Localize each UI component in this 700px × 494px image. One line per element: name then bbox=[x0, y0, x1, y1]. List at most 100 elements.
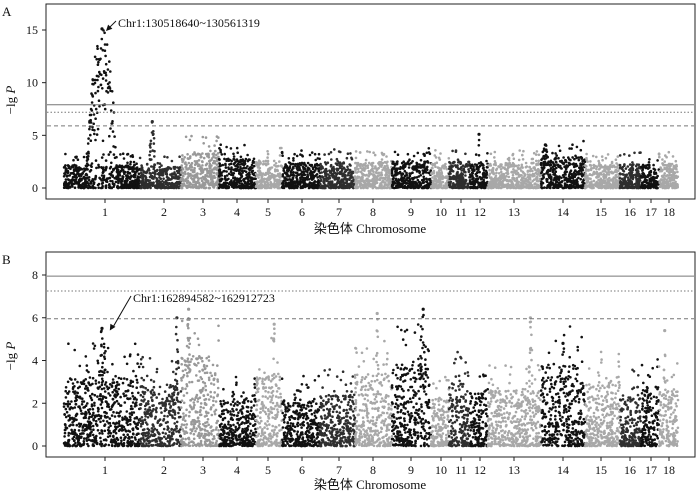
snp-point bbox=[108, 172, 111, 176]
snp-point bbox=[122, 170, 125, 174]
snp-point bbox=[323, 153, 326, 156]
snp-point bbox=[511, 185, 514, 188]
snp-point bbox=[145, 170, 148, 173]
snp-point bbox=[201, 135, 205, 139]
snp-point bbox=[66, 170, 70, 174]
snp-point bbox=[258, 160, 262, 163]
snp-point bbox=[508, 179, 512, 182]
snp-point bbox=[554, 174, 557, 177]
snp-point bbox=[464, 152, 467, 156]
snp-point bbox=[259, 186, 263, 190]
snp-point bbox=[219, 150, 222, 154]
snp-point bbox=[96, 183, 100, 187]
snp-point bbox=[229, 170, 233, 174]
snp-point bbox=[125, 180, 128, 183]
snp-point bbox=[222, 170, 225, 173]
snp-point bbox=[324, 174, 327, 178]
snp-point bbox=[358, 185, 362, 188]
snp-point bbox=[350, 174, 353, 177]
snp-point bbox=[171, 185, 175, 188]
snp-point bbox=[190, 176, 193, 180]
snp-point bbox=[342, 162, 346, 165]
snp-point bbox=[222, 182, 225, 186]
snp-point bbox=[79, 183, 82, 187]
snp-point bbox=[571, 156, 574, 159]
snp-point bbox=[564, 173, 567, 176]
snp-point bbox=[362, 166, 366, 170]
snp-point bbox=[614, 158, 618, 161]
snp-point bbox=[468, 173, 472, 176]
snp-point bbox=[88, 120, 91, 124]
snp-point bbox=[286, 183, 290, 187]
snp-point bbox=[359, 170, 363, 174]
snp-point bbox=[434, 149, 437, 152]
snp-point bbox=[244, 157, 248, 161]
snp-point bbox=[252, 164, 256, 168]
snp-point bbox=[104, 168, 107, 172]
snp-point bbox=[135, 169, 139, 173]
snp-point bbox=[218, 169, 222, 173]
snp-point bbox=[346, 185, 350, 189]
snp-point bbox=[564, 183, 568, 186]
snp-point bbox=[357, 170, 360, 173]
snp-point bbox=[572, 179, 576, 182]
snp-point bbox=[147, 179, 150, 183]
snp-point bbox=[224, 166, 228, 169]
snp-point bbox=[290, 162, 294, 166]
snp-point bbox=[456, 164, 459, 167]
snp-point bbox=[223, 152, 226, 156]
snp-point bbox=[406, 176, 409, 179]
snp-point bbox=[155, 180, 158, 183]
snp-point bbox=[207, 152, 210, 156]
snp-point bbox=[246, 165, 249, 168]
snp-point bbox=[158, 172, 162, 176]
snp-point bbox=[503, 185, 507, 188]
snp-point bbox=[541, 168, 544, 172]
snp-point bbox=[430, 162, 434, 166]
snp-point bbox=[612, 177, 615, 180]
snp-point bbox=[299, 153, 302, 156]
snp-point bbox=[188, 181, 191, 184]
snp-point bbox=[511, 173, 515, 177]
snp-point bbox=[293, 180, 297, 183]
snp-point bbox=[521, 170, 525, 174]
snp-point bbox=[120, 164, 124, 168]
snp-point bbox=[296, 167, 299, 171]
snp-point bbox=[73, 173, 77, 177]
snp-point bbox=[570, 173, 574, 177]
snp-point bbox=[364, 181, 367, 185]
snp-point bbox=[239, 158, 242, 162]
snp-point bbox=[132, 186, 135, 189]
snp-point bbox=[458, 177, 462, 180]
snp-point bbox=[380, 165, 383, 168]
snp-point bbox=[579, 177, 582, 181]
snp-point bbox=[537, 153, 541, 157]
snp-point bbox=[401, 182, 405, 185]
snp-point bbox=[125, 174, 128, 177]
snp-point bbox=[354, 186, 357, 190]
snp-point bbox=[145, 162, 149, 166]
snp-point bbox=[103, 43, 107, 46]
snp-point bbox=[302, 172, 306, 175]
snp-point bbox=[442, 186, 445, 190]
snp-point bbox=[118, 165, 121, 169]
snp-point bbox=[581, 159, 584, 163]
snp-point bbox=[366, 186, 369, 190]
snp-point bbox=[534, 153, 538, 156]
snp-point bbox=[507, 156, 511, 160]
snp-point bbox=[227, 167, 231, 171]
snp-point bbox=[262, 180, 266, 183]
snp-point bbox=[512, 168, 515, 171]
snp-point bbox=[313, 152, 317, 156]
snp-point bbox=[182, 178, 185, 181]
snp-point bbox=[70, 182, 73, 185]
snp-point bbox=[564, 178, 567, 181]
snp-point bbox=[224, 181, 227, 184]
snp-point bbox=[558, 165, 561, 169]
snp-point bbox=[489, 152, 493, 156]
snp-point bbox=[336, 176, 340, 180]
snp-point bbox=[322, 177, 326, 181]
snp-point bbox=[114, 180, 118, 184]
snp-point bbox=[68, 181, 71, 184]
